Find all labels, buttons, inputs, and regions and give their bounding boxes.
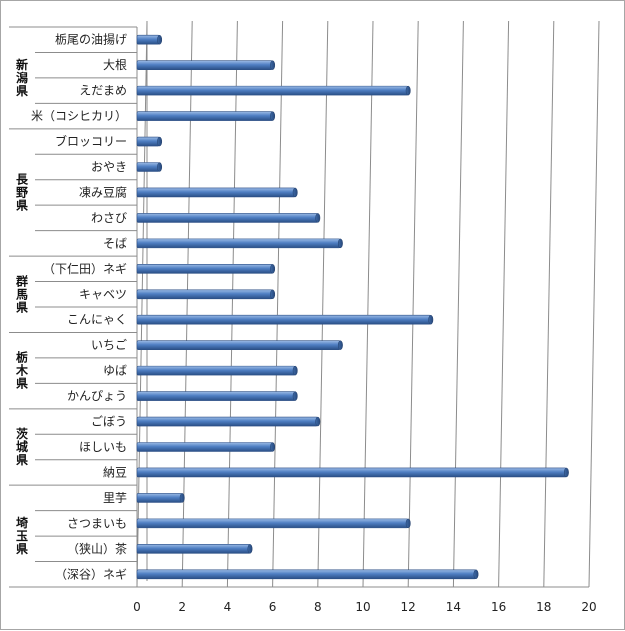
group-label: 埼玉県 (16, 515, 28, 556)
bar (136, 162, 163, 172)
category-label: （下仁田）ネギ (43, 262, 127, 276)
bar (136, 85, 411, 96)
bar (136, 518, 411, 529)
category-label: こんにゃく (67, 313, 127, 327)
gridline (498, 20, 510, 588)
category-label: ブロッコリー (55, 134, 127, 149)
category-label: （深谷）ネギ (55, 567, 127, 581)
gridline (181, 20, 193, 588)
bar (136, 213, 321, 223)
category-label: わさび (91, 211, 127, 225)
bar (136, 289, 276, 300)
category-label: いちご (91, 337, 127, 352)
group-label: 茨城県 (16, 426, 28, 467)
category-label: そば (103, 236, 127, 250)
x-tick-label: 20 (581, 600, 596, 614)
gridline (362, 20, 374, 588)
gridline (543, 20, 555, 588)
bar (136, 442, 276, 452)
bar (136, 493, 185, 503)
category-label: 栃尾の油揚げ (55, 33, 127, 47)
x-tick-label: 12 (401, 600, 416, 614)
category-label: おやき (91, 160, 127, 174)
category-label: ごぼう (91, 414, 127, 429)
bar (136, 136, 163, 147)
category-label: 凍み豆腐 (79, 184, 127, 199)
x-tick-label: 2 (178, 600, 186, 614)
gridline (452, 20, 464, 588)
bar-series (136, 34, 569, 580)
category-label: （狭山）茶 (67, 541, 127, 556)
bar (136, 314, 434, 325)
category-label: ゆば (103, 364, 127, 378)
gridlines (136, 20, 600, 588)
gridline (317, 20, 329, 588)
category-axis: 栃尾の油揚げ大根えだまめ米（コシヒカリ）新潟県ブロッコリーおやき凍み豆腐わさびそ… (9, 26, 138, 588)
category-label: ほしいも (79, 440, 127, 454)
group-label: 群馬県 (15, 273, 28, 314)
bar (136, 365, 298, 376)
group-label: 栃木県 (15, 350, 29, 391)
gridline (272, 20, 284, 588)
x-tick-label: 4 (224, 600, 232, 614)
bar (136, 391, 298, 401)
bar (136, 238, 343, 249)
category-label: 大根 (103, 58, 127, 72)
group-label: 新潟県 (16, 57, 28, 98)
x-tick-label: 18 (536, 600, 551, 614)
x-tick-label: 16 (491, 600, 506, 614)
category-label: キャベツ (79, 287, 127, 301)
x-axis: 0 2 4 6 8 10 12 14 16 18 20 (133, 600, 596, 614)
bar (136, 111, 276, 121)
bar (136, 467, 569, 478)
bar (136, 544, 253, 554)
bar (136, 340, 343, 350)
bar (136, 416, 321, 427)
x-tick-label: 14 (446, 600, 461, 614)
bar (136, 187, 298, 198)
category-label: えだまめ (79, 84, 127, 98)
x-tick-label: 8 (314, 600, 322, 614)
gridline (407, 20, 419, 588)
bar (136, 569, 479, 580)
bar (136, 60, 276, 70)
bar (136, 264, 276, 274)
group-label: 長野県 (16, 171, 29, 212)
x-tick-label: 6 (269, 600, 277, 614)
category-label: かんぴょう (67, 389, 127, 403)
category-label: 納豆 (103, 465, 127, 479)
category-label: さつまいも (67, 516, 127, 530)
gridline (588, 20, 600, 588)
x-tick-label: 0 (133, 600, 141, 614)
gridline (226, 20, 238, 588)
x-tick-label: 10 (355, 600, 370, 614)
category-label: 米（コシヒカリ） (31, 109, 127, 123)
bar (136, 34, 163, 45)
category-label: 里芋 (103, 491, 127, 505)
